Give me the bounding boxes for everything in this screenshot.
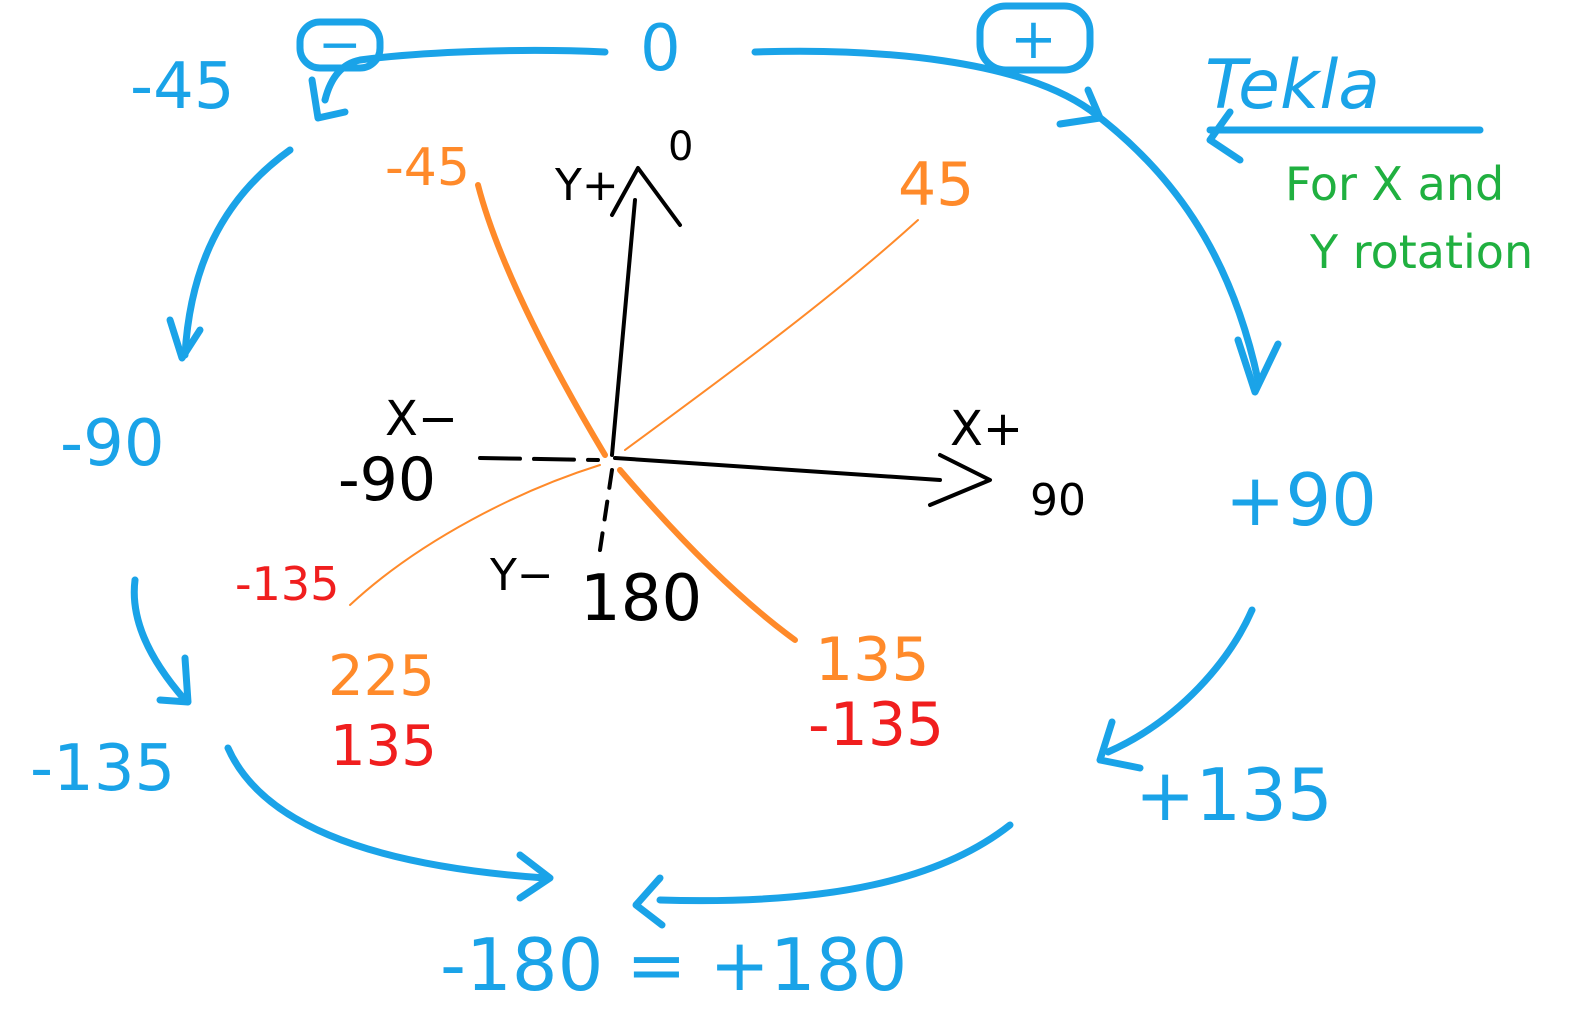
arrowhead-top-right-1 <box>1056 86 1104 128</box>
arrowhead-top-right-2 <box>1234 336 1282 396</box>
ring-label-bottom: -180 = +180 <box>440 923 907 1007</box>
diagonal-lines <box>349 182 919 643</box>
axis-x-minus <box>478 456 600 462</box>
tekla-title: Tekla <box>1205 46 1380 125</box>
label-lower-left-red-2: 135 <box>330 714 437 779</box>
label-x-minus: X− <box>385 391 458 447</box>
diagonal-lower-left <box>349 464 601 606</box>
tekla-arrowhead <box>1206 108 1244 164</box>
ring-label-top-left: -45 <box>130 50 235 124</box>
ring-label-top: 0 <box>640 12 681 86</box>
label-lower-right-orange: 135 <box>815 625 930 695</box>
axis-y-minus <box>598 468 614 552</box>
minus-circle <box>296 18 384 72</box>
plus-circle <box>976 2 1094 74</box>
arrowhead-right-lower <box>1096 718 1144 772</box>
ring-label-left: -90 <box>60 407 165 481</box>
note: For X and Y rotation <box>1285 157 1533 279</box>
arrowhead-bottom-right <box>632 874 666 929</box>
label-y-minus: Y− <box>489 550 554 601</box>
arc-left-upper <box>181 146 294 359</box>
label-upper-left: -45 <box>385 138 470 198</box>
axis-x-plus <box>613 456 942 482</box>
axis-x-arrowhead <box>928 453 992 507</box>
arc-left-lower <box>130 576 189 704</box>
axis-y-arrowhead <box>610 166 682 227</box>
arc-bottom-right <box>656 821 1014 905</box>
label-y-plus-value: 0 <box>668 124 693 170</box>
minus-sign: − <box>318 15 362 75</box>
arrowhead-left-upper <box>166 316 204 362</box>
arc-top-right <box>751 47 1262 384</box>
diagonal-upper-right <box>624 219 919 451</box>
outer-ring-labels: 0 − + -45 -90 -135 -180 = +180 +135 +90 … <box>30 7 1380 1007</box>
label-lower-right-red: -135 <box>808 690 944 760</box>
note-line-1: For X and <box>1285 157 1504 211</box>
diagonal-upper-left <box>475 182 608 458</box>
label-x-minus-value: -90 <box>338 445 436 515</box>
label-lower-left-orange: 225 <box>328 644 435 709</box>
diagonal-labels: -45 45 -135 225 135 135 -135 <box>235 138 974 779</box>
plus-sign: + <box>1010 7 1057 72</box>
arrowhead-left-lower <box>156 654 192 706</box>
arc-bottom-left <box>224 744 549 882</box>
arc-top-left <box>321 46 609 104</box>
axis-y-plus <box>610 198 637 457</box>
ring-label-right: +90 <box>1225 458 1377 542</box>
outer-ring-arrows <box>130 2 1484 929</box>
label-lower-left-red: -135 <box>235 557 339 611</box>
arrowhead-top-left <box>308 76 349 122</box>
axes <box>478 166 992 552</box>
axis-labels: Y+ 0 X− -90 X+ 90 Y− 180 <box>338 124 1086 636</box>
arrowhead-bottom-left <box>516 851 554 902</box>
ring-label-bottom-left: -135 <box>30 732 175 806</box>
label-upper-right: 45 <box>898 150 974 220</box>
ring-label-bottom-right: +135 <box>1135 753 1333 837</box>
label-y-plus: Y+ <box>554 160 619 211</box>
diagonal-lower-right <box>617 467 798 643</box>
label-x-plus: X+ <box>950 401 1023 457</box>
arc-right-lower <box>1104 606 1256 756</box>
note-line-2: Y rotation <box>1309 225 1533 279</box>
label-y-minus-value: 180 <box>580 562 702 636</box>
label-x-plus-value: 90 <box>1030 475 1086 526</box>
